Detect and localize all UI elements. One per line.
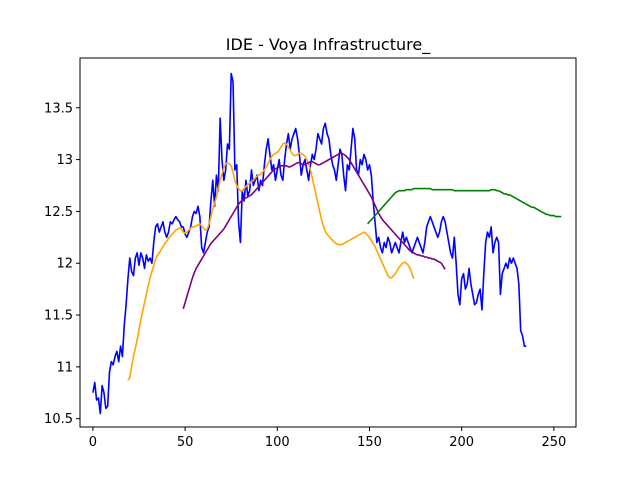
- y-tick-label: 10.5: [44, 412, 73, 427]
- series-line-2: [182, 152, 446, 310]
- x-tick-label: 100: [265, 435, 290, 450]
- series-line-3: [367, 187, 562, 225]
- y-tick-label: 13: [56, 153, 73, 168]
- plot-frame: [79, 57, 577, 428]
- x-tick-label: 50: [177, 435, 194, 450]
- y-tick-label: 12: [56, 257, 73, 272]
- x-tick-label: 0: [89, 435, 97, 450]
- x-tick-label: 150: [357, 435, 382, 450]
- y-tick-label: 13.5: [44, 101, 73, 116]
- y-tick-label: 11: [56, 360, 73, 375]
- series-layer: [92, 72, 562, 415]
- series-line-1: [127, 142, 415, 381]
- y-tick-label: 11.5: [44, 309, 73, 324]
- x-tick-label: 200: [449, 435, 474, 450]
- chart-title: IDE - Voya Infrastructure_: [226, 35, 431, 55]
- series-line-0: [92, 72, 527, 415]
- x-tick-label: 250: [541, 435, 566, 450]
- axes-layer: 0 50 100 150 200 250 10.5 11 11.5 12 12.5 13 13.5: [44, 101, 566, 450]
- y-tick-label: 12.5: [44, 205, 73, 220]
